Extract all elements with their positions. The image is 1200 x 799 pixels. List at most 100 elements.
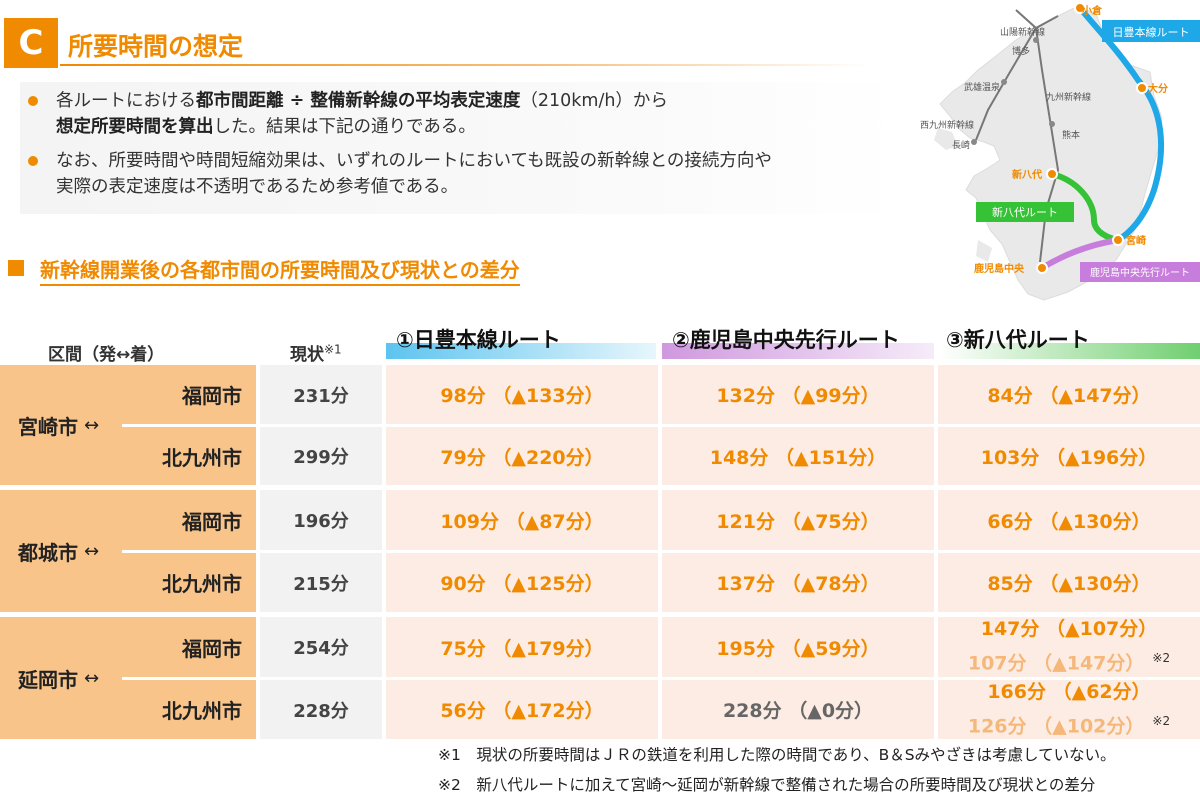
route-1-time: 75分 （▲179分） bbox=[386, 617, 658, 677]
origin-name: 延岡市 bbox=[18, 667, 78, 692]
route-3-time: 166分 （▲62分） bbox=[987, 680, 1151, 703]
dest-kitakyushu: 北九州市 bbox=[122, 680, 256, 739]
station-kokura bbox=[1074, 2, 1086, 14]
route-3-time: 103分 （▲196分） bbox=[938, 427, 1200, 485]
station-kagoshima bbox=[1036, 262, 1048, 274]
subheading-square bbox=[8, 260, 24, 276]
bullet-2-line-2: 実際の表定速度は不透明であるため参考値である。 bbox=[56, 177, 459, 197]
dest-fukuoka: 福岡市 bbox=[122, 365, 256, 424]
route-3-time-double: 166分 （▲62分） 126分 （▲102分） ※2 bbox=[938, 680, 1200, 739]
col-current-label: 現状 bbox=[290, 345, 324, 365]
bullet-1-bold-1: 都市間距離 ÷ 整備新幹線の平均表定速度 bbox=[196, 91, 521, 111]
route-1-header: ①日豊本線ルート bbox=[396, 328, 561, 352]
label-nishikyushu: 西九州新幹線 bbox=[920, 119, 974, 131]
station-hakata bbox=[1033, 37, 1039, 43]
legend-nippo: 日豊本線ルート bbox=[1113, 25, 1190, 39]
route-2-time: 228分 （▲0分） bbox=[662, 680, 934, 739]
route-1-time: 90分 （▲125分） bbox=[386, 553, 658, 612]
island-shape bbox=[976, 240, 992, 262]
note-mark: ※2 bbox=[1152, 713, 1171, 728]
route-3-time: 84分 （▲147分） bbox=[938, 365, 1200, 424]
current-time: 231分 bbox=[260, 365, 382, 424]
route-1-time: 56分 （▲172分） bbox=[386, 680, 658, 739]
station-kumamoto bbox=[1049, 121, 1055, 127]
route-3-time-alt: 126分 （▲102分） ※2 bbox=[968, 707, 1170, 741]
row-divider bbox=[138, 550, 256, 552]
kagoshima-route-line bbox=[1040, 237, 1119, 271]
bidirectional-arrow: ↔ bbox=[84, 667, 100, 689]
route-1-time: 79分 （▲220分） bbox=[386, 427, 658, 485]
section-title: 所要時間の想定 bbox=[68, 32, 244, 61]
legend-shinyatsushiro: 新八代ルート bbox=[992, 205, 1058, 219]
route-2-header: ②鹿児島中央先行ルート bbox=[672, 328, 900, 352]
route-1-time: 109分 （▲87分） bbox=[386, 490, 658, 550]
route-2-time: 148分 （▲151分） bbox=[662, 427, 934, 485]
title-underline bbox=[60, 64, 870, 66]
col-current-note: ※1 bbox=[324, 342, 342, 357]
route-3-time: 85分 （▲130分） bbox=[938, 553, 1200, 612]
island-shape bbox=[934, 128, 958, 150]
current-time: 299分 bbox=[260, 427, 382, 485]
kyushu-route-map: 小倉 山陽新幹線 博多 武雄温泉 西九州新幹線 長崎 九州新幹線 熊本 大分 新… bbox=[920, 2, 1200, 301]
bullet-dot bbox=[28, 96, 38, 106]
bullet-1-part-2: （210km/h）から bbox=[520, 91, 668, 111]
subheading: 新幹線開業後の各都市間の所要時間及び現状との差分 bbox=[40, 254, 520, 286]
label-kyushu: 九州新幹線 bbox=[1046, 91, 1091, 103]
legend-kagoshima: 鹿児島中央先行ルート bbox=[1090, 266, 1190, 279]
label-takeo: 武雄温泉 bbox=[964, 81, 1000, 93]
route-3-time-alt: 107分 （▲147分） ※2 bbox=[968, 644, 1170, 678]
dest-kitakyushu: 北九州市 bbox=[122, 553, 256, 612]
label-hakata: 博多 bbox=[1012, 45, 1030, 57]
section-badge: C bbox=[4, 18, 58, 68]
route-2-time: 137分 （▲78分） bbox=[662, 553, 934, 612]
route-3-time-double: 147分 （▲107分） 107分 （▲147分） ※2 bbox=[938, 617, 1200, 677]
origin-nobeoka: 延岡市 ↔ bbox=[0, 617, 122, 739]
col-current-header: 現状※1 bbox=[290, 340, 342, 365]
station-takeo bbox=[1001, 79, 1007, 85]
route-3-bar bbox=[940, 343, 1200, 359]
label-miyazaki: 宮崎 bbox=[1126, 234, 1146, 247]
station-miyazaki bbox=[1112, 234, 1124, 246]
bullet-1-part-1: 各ルートにおける bbox=[56, 91, 196, 111]
dest-fukuoka: 福岡市 bbox=[122, 490, 256, 550]
bullet-1-part-3: した。結果は下記の通りである。 bbox=[213, 117, 476, 137]
label-sanyo: 山陽新幹線 bbox=[1000, 26, 1045, 38]
bullet-1-text: 各ルートにおける都市間距離 ÷ 整備新幹線の平均表定速度（210km/h）から … bbox=[56, 88, 886, 140]
bullet-2-line-1: なお、所要時間や時間短縮効果は、いずれのルートにおいても既設の新幹線との接続方向… bbox=[56, 151, 772, 171]
label-kokura: 小倉 bbox=[1081, 4, 1103, 17]
dest-fukuoka: 福岡市 bbox=[122, 617, 256, 677]
route-2-time: 121分 （▲75分） bbox=[662, 490, 934, 550]
label-oita: 大分 bbox=[1148, 82, 1168, 95]
route-3-time-alt-value: 126分 （▲102分） bbox=[967, 715, 1145, 738]
bidirectional-arrow: ↔ bbox=[84, 414, 100, 436]
route-3-time: 147分 （▲107分） bbox=[980, 618, 1158, 641]
row-divider bbox=[138, 424, 256, 426]
bullet-dot bbox=[28, 156, 38, 166]
bullet-2-text: なお、所要時間や時間短縮効果は、いずれのルートにおいても既設の新幹線との接続方向… bbox=[56, 148, 886, 200]
route-2-time: 132分 （▲99分） bbox=[662, 365, 934, 424]
note-mark: ※2 bbox=[1152, 651, 1171, 666]
label-kagoshima: 鹿児島中央 bbox=[974, 262, 1025, 275]
station-oita bbox=[1136, 82, 1148, 94]
current-time: 254分 bbox=[260, 617, 382, 677]
row-divider bbox=[138, 677, 256, 679]
footnote-2: ※2 新八代ルートに加えて宮崎～延岡が新幹線で整備された場合の所要時間及び現状と… bbox=[438, 776, 1096, 794]
origin-name: 都城市 bbox=[18, 540, 78, 565]
bullet-1-bold-2: 想定所要時間を算出 bbox=[56, 117, 214, 137]
label-kumamoto: 熊本 bbox=[1062, 129, 1080, 141]
station-nagasaki bbox=[971, 139, 977, 145]
nippo-route-line bbox=[1077, 6, 1164, 243]
current-time: 228分 bbox=[260, 680, 382, 739]
footnote-1: ※1 現状の所要時間はＪＲの鉄道を利用した際の時間であり、B＆Sみやざきは考慮し… bbox=[438, 746, 1116, 764]
route-3-header: ③新八代ルート bbox=[946, 328, 1090, 352]
route-3-time-alt-value: 107分 （▲147分） bbox=[967, 652, 1145, 675]
label-nagasaki: 長崎 bbox=[952, 139, 970, 151]
route-2-time: 195分 （▲59分） bbox=[662, 617, 934, 677]
origin-miyazaki: 宮崎市 ↔ bbox=[0, 365, 122, 485]
bidirectional-arrow: ↔ bbox=[84, 540, 100, 562]
current-time: 215分 bbox=[260, 553, 382, 612]
nishikyushu-line bbox=[975, 27, 1037, 141]
route-2-bar bbox=[662, 343, 934, 359]
route-1-bar bbox=[386, 343, 656, 359]
kyushu-land bbox=[939, 5, 1163, 301]
